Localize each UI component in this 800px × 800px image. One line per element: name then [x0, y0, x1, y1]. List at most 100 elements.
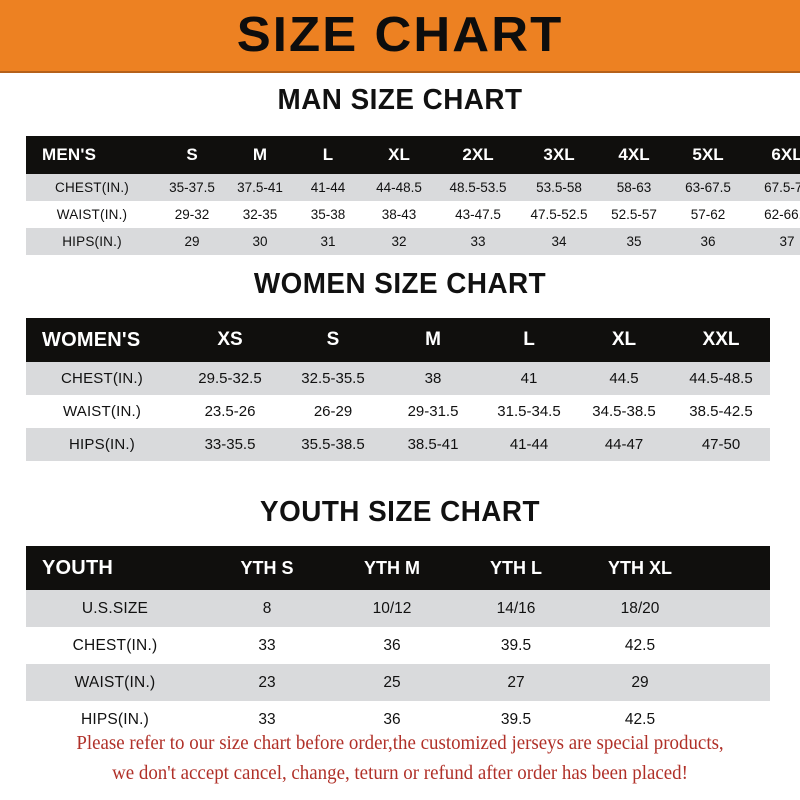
table-row: CHEST(IN.) 33 36 39.5 42.5: [26, 627, 770, 664]
women-size-header-2: S: [326, 329, 340, 350]
men-size-header-7: 4XL: [618, 145, 650, 164]
men-size-header-8: 5XL: [692, 145, 724, 164]
women-cell: 44.5-48.5: [689, 370, 753, 387]
youth-cell-spacer: [702, 664, 770, 701]
youth-size-header-2: YTH M: [364, 557, 420, 578]
women-cell: 33-35.5: [204, 436, 256, 453]
youth-cell: 36: [383, 710, 401, 728]
youth-cell: 18/20: [620, 599, 660, 617]
footer-note: Please refer to our size chart before or…: [12, 729, 788, 789]
men-cell: 63-67.5: [685, 180, 731, 195]
men-cell: 31: [320, 234, 336, 249]
table-row: WAIST(IN.) 23.5-26 26-29 29-31.5 31.5-34.5 34…: [26, 395, 770, 428]
table-row: U.S.SIZE 8 10/12 14/16 18/20: [26, 590, 770, 627]
youth-cell: 10/12: [372, 599, 412, 617]
women-cell: 38.5-41: [407, 436, 459, 453]
women-cell: 38.5-42.5: [689, 403, 753, 420]
youth-cell: 36: [383, 636, 401, 654]
youth-cell: 27: [507, 673, 525, 691]
women-size-header-5: XL: [611, 329, 637, 350]
men-row-label: WAIST(IN.): [56, 207, 128, 222]
page-title: SIZE CHART: [236, 8, 564, 62]
men-size-header-1: S: [186, 145, 198, 164]
men-cell: 57-62: [690, 207, 726, 222]
men-cell: 33: [470, 234, 486, 249]
table-row: WAIST(IN.) 23 25 27 29: [26, 664, 770, 701]
men-cell: 53.5-58: [536, 180, 582, 195]
youth-size-header-4: YTH XL: [607, 557, 672, 578]
youth-cell: 14/16: [496, 599, 536, 617]
women-cell: 32.5-35.5: [301, 370, 365, 387]
men-cell: 35-37.5: [169, 180, 215, 195]
men-size-header-4: XL: [388, 145, 410, 164]
table-row: CHEST(IN.) 35-37.5 37.5-41 41-44 44-48.5 48.5…: [26, 174, 800, 201]
women-cell: 38: [424, 370, 442, 387]
men-cell: 58-63: [616, 180, 652, 195]
youth-size-table: YOUTH YTH S YTH M YTH L YTH XL U.S.SIZE 8 10/12…: [26, 546, 770, 738]
women-size-header-3: M: [425, 329, 441, 350]
youth-cell: 42.5: [624, 710, 656, 728]
men-table-header-row: MEN'S S M L XL 2XL 3XL 4XL 5XL 6XL: [26, 136, 800, 174]
youth-row-label: HIPS(IN.): [80, 710, 150, 728]
women-cell: 34.5-38.5: [592, 403, 656, 420]
women-cell: 23.5-26: [204, 403, 256, 420]
women-section-heading: WOMEN SIZE CHART: [253, 268, 547, 300]
women-row-label: WAIST(IN.): [62, 403, 142, 420]
youth-header-label: YOUTH: [42, 556, 113, 579]
table-row: CHEST(IN.) 29.5-32.5 32.5-35.5 38 41 44.5 44.5…: [26, 362, 770, 395]
men-size-header-3: L: [322, 145, 334, 164]
women-row-label: HIPS(IN.): [69, 436, 135, 453]
men-size-header-5: 2XL: [462, 145, 494, 164]
youth-cell: 8: [262, 599, 272, 617]
women-header-label: WOMEN'S: [42, 328, 141, 351]
women-table-body: WOMEN'S XS S M L XL XXL CHEST(IN.) 29.5-32.5 32.5…: [26, 318, 770, 461]
women-cell: 47-50: [701, 436, 741, 453]
women-cell: 44.5: [609, 370, 639, 387]
men-cell: 35-38: [310, 207, 346, 222]
youth-size-header-3: YTH L: [490, 557, 542, 578]
women-size-header-4: L: [523, 329, 535, 350]
men-cell: 32-35: [242, 207, 278, 222]
youth-cell: 23: [258, 673, 276, 691]
men-cell: 67.5-72: [764, 180, 800, 195]
men-cell: 32: [391, 234, 407, 249]
women-table-header-row: WOMEN'S XS S M L XL XXL: [26, 318, 770, 362]
men-size-header-2: M: [252, 145, 268, 164]
women-cell: 29-31.5: [407, 403, 459, 420]
men-row-label: HIPS(IN.): [62, 234, 122, 249]
women-row-label: CHEST(IN.): [61, 370, 143, 387]
men-header-label: MEN'S: [42, 145, 97, 164]
youth-size-header-1: YTH S: [240, 557, 294, 578]
youth-cell: 39.5: [500, 710, 532, 728]
men-cell: 41-44: [310, 180, 346, 195]
men-size-header-6: 3XL: [543, 145, 575, 164]
men-cell: 29-32: [174, 207, 210, 222]
women-cell: 44-47: [604, 436, 644, 453]
youth-cell-spacer: [702, 627, 770, 664]
men-cell: 37.5-41: [237, 180, 283, 195]
table-row: WAIST(IN.) 29-32 32-35 35-38 38-43 43-47.5 47.…: [26, 201, 800, 228]
youth-cell: 25: [383, 673, 401, 691]
men-cell: 36: [700, 234, 716, 249]
youth-row-label: WAIST(IN.): [74, 673, 156, 691]
women-cell: 29.5-32.5: [198, 370, 262, 387]
men-size-header-9: 6XL: [771, 145, 800, 164]
banner: SIZE CHART: [0, 0, 800, 73]
youth-cell-spacer: [702, 590, 770, 627]
men-size-table: MEN'S S M L XL 2XL 3XL 4XL 5XL 6XL CHEST(IN.) 35-37…: [26, 136, 800, 255]
women-size-header-1: XS: [217, 329, 243, 350]
youth-table-header-row: YOUTH YTH S YTH M YTH L YTH XL: [26, 546, 770, 590]
youth-cell: 39.5: [500, 636, 532, 654]
men-cell: 29: [184, 234, 200, 249]
men-cell: 44-48.5: [376, 180, 422, 195]
youth-header-spacer: [702, 546, 770, 590]
men-cell: 52.5-57: [611, 207, 657, 222]
youth-row-label: U.S.SIZE: [81, 599, 149, 617]
table-row: HIPS(IN.) 33-35.5 35.5-38.5 38.5-41 41-44 44-…: [26, 428, 770, 461]
men-cell: 62-66.5: [764, 207, 800, 222]
men-cell: 34: [551, 234, 567, 249]
youth-table-body: YOUTH YTH S YTH M YTH L YTH XL U.S.SIZE 8 10/12…: [26, 546, 770, 738]
women-cell: 41-44: [509, 436, 549, 453]
men-cell: 43-47.5: [455, 207, 501, 222]
